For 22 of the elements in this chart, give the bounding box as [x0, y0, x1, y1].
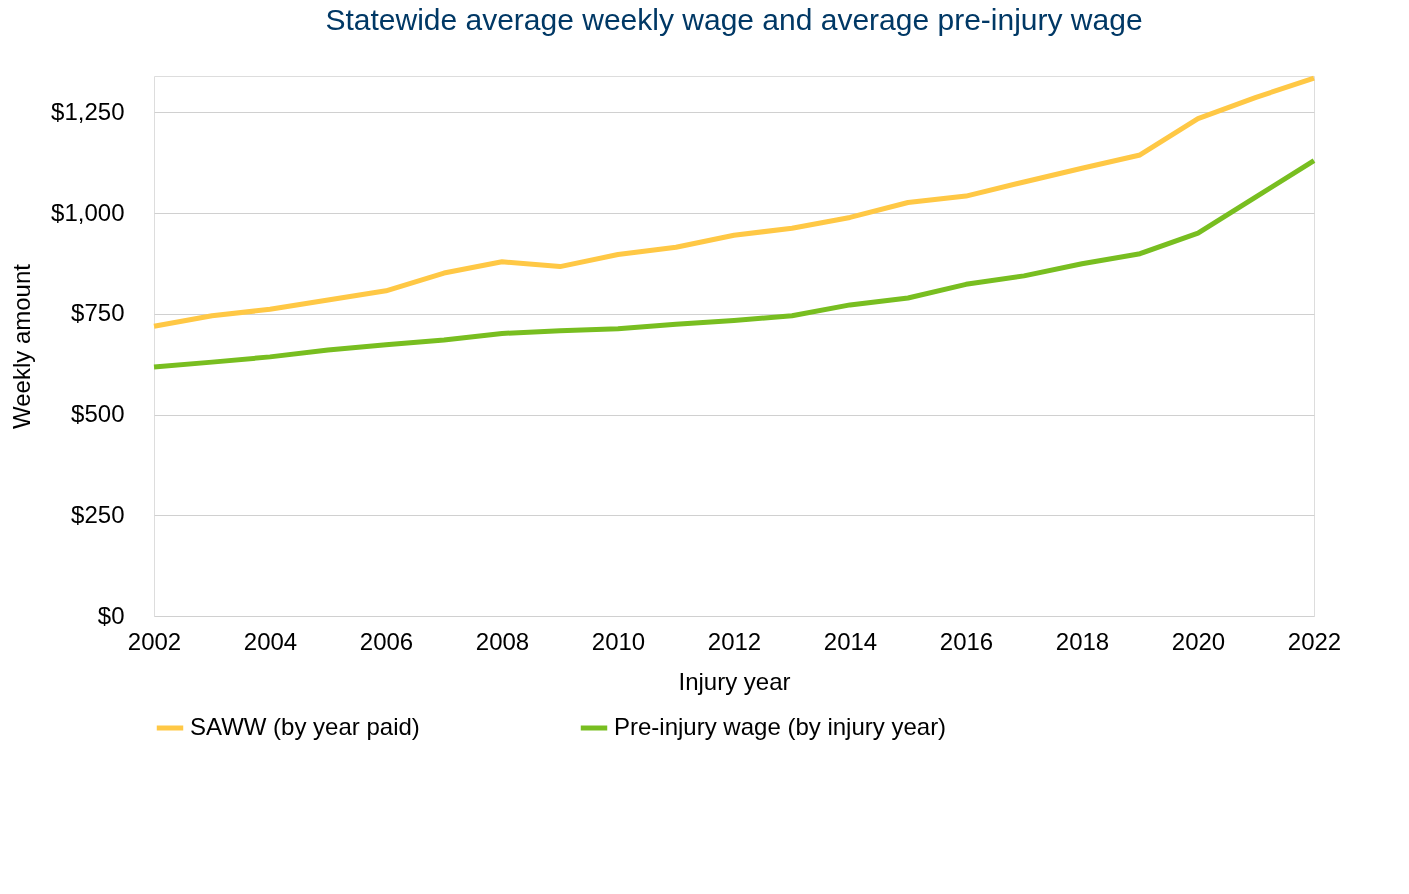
- y-axis-title: Weekly amount: [8, 263, 36, 429]
- x-axis-title: Injury year: [678, 667, 791, 695]
- x-tick-label: 2020: [1171, 627, 1226, 655]
- x-tick-label: 2004: [243, 627, 298, 655]
- y-tick-label: $0: [97, 601, 125, 629]
- y-tick-label: $250: [71, 500, 125, 528]
- legend-label: SAWW (by year paid): [190, 713, 420, 740]
- y-tick-label: $750: [71, 299, 125, 327]
- x-tick-label: 2012: [707, 627, 762, 655]
- x-tick-label: 2022: [1287, 627, 1342, 655]
- x-tick-label: 2008: [475, 627, 530, 655]
- legend-label: Pre-injury wage (by injury year): [614, 713, 947, 740]
- chart-title: Statewide average weekly wage and average pre-injury wage: [325, 2, 1143, 36]
- x-tick-label: 2014: [823, 627, 878, 655]
- x-tick-label: 2016: [939, 627, 994, 655]
- x-tick-label: 2018: [1055, 627, 1110, 655]
- y-tick-label: $500: [71, 400, 125, 428]
- y-tick-label: $1,250: [51, 97, 125, 125]
- x-tick-label: 2002: [127, 627, 182, 655]
- y-tick-label: $1,000: [51, 198, 125, 226]
- x-tick-label: 2010: [591, 627, 646, 655]
- x-tick-label: 2006: [359, 627, 414, 655]
